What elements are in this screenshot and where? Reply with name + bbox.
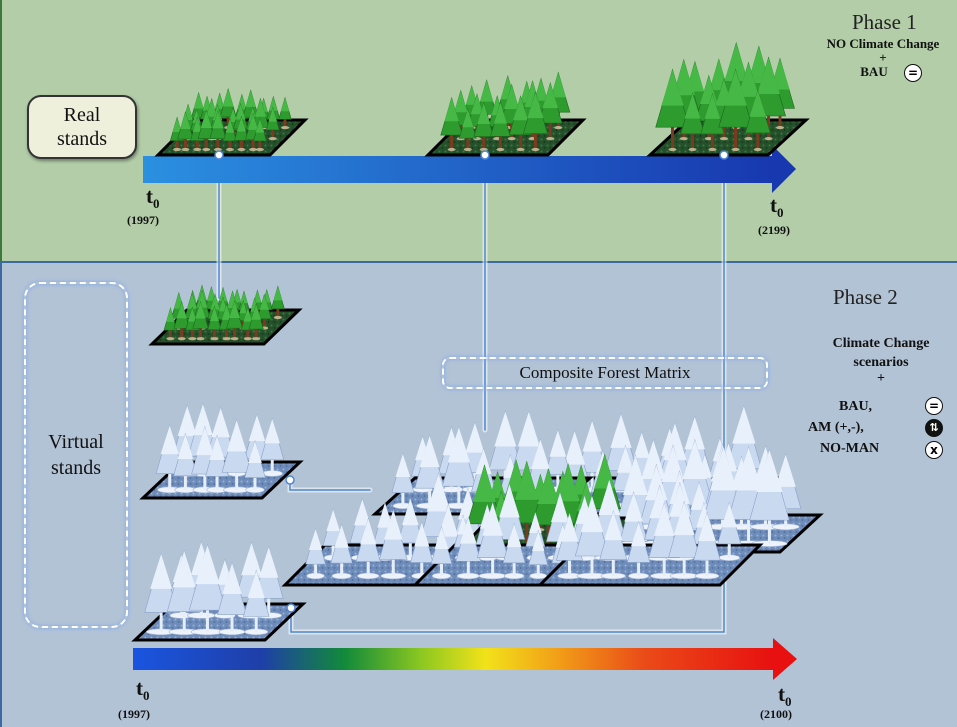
- phase1-t0-end: t0: [770, 193, 784, 221]
- t-label: t: [778, 682, 785, 706]
- t-sub: 0: [777, 205, 784, 221]
- real-stands-line1: Real: [63, 104, 101, 126]
- phase1-scenario-line: NO Climate Change: [826, 36, 940, 51]
- phase2-title: Phase 2: [833, 285, 898, 309]
- t-label: t: [770, 193, 777, 217]
- real-stands-label: Real stands: [27, 95, 137, 159]
- t-label: t: [136, 676, 143, 700]
- phase2-t0-start: t0: [136, 676, 150, 704]
- t-sub: 0: [785, 694, 792, 710]
- phase2-timeline-arrow: [133, 638, 797, 680]
- phase2-plus: +: [877, 371, 885, 386]
- t-sub: 0: [143, 688, 150, 704]
- virtual-stands-line1: Virtual: [48, 431, 104, 453]
- phase2-option-bau: BAU,: [839, 399, 873, 414]
- phase1-start-year: (1997): [127, 213, 159, 227]
- real-stand-mid-trees: [440, 71, 571, 152]
- real-stand-mature-trees: [655, 41, 795, 152]
- phase1-bau: BAU: [860, 64, 888, 79]
- cross-symbol-icon: x: [925, 441, 943, 459]
- updown-arrows-icon: ⇅: [925, 419, 943, 437]
- virtual-stand-lower-trees: [144, 540, 284, 636]
- virtual-stands-line2: stands: [50, 457, 101, 479]
- composite-forest-matrix-label: Composite Forest Matrix: [442, 357, 768, 389]
- phase2-scenario: Climate Change scenarios +: [806, 334, 956, 386]
- phase2-option-am: AM (+,-),: [808, 420, 864, 435]
- phase1-title: Phase 1: [852, 10, 917, 34]
- phase1-end-year: (2199): [758, 223, 790, 237]
- phase1-plus: +: [879, 50, 887, 65]
- phase2-scenario-line1: Climate Change: [832, 336, 930, 351]
- phase1-t0-start: t0: [146, 184, 160, 212]
- phase2-start-year: (1997): [118, 707, 150, 721]
- real-stand-young-trees: [169, 88, 292, 152]
- phase1-bau-row: BAU: [808, 64, 957, 80]
- phase2-option-noman: NO-MAN: [820, 441, 880, 456]
- virtual-reference-stand-trees: [163, 284, 285, 341]
- t-sub: 0: [153, 196, 160, 212]
- phase1-timeline-arrow: [143, 145, 796, 193]
- composite-cell-6-trees: [556, 478, 742, 580]
- equal-symbol-icon: =: [925, 397, 943, 415]
- connector-dots: [214, 150, 729, 613]
- phase1-scenario: NO Climate Change + BAU: [808, 36, 957, 80]
- equal-symbol-icon: =: [904, 64, 922, 82]
- phase2-t0-end: t0: [778, 682, 792, 710]
- t-label: t: [146, 184, 153, 208]
- phase2-scenario-line2: scenarios: [853, 355, 909, 370]
- virtual-stands-label: Virtual stands: [24, 282, 128, 628]
- connector-lines: [216, 152, 727, 635]
- composite-cell-2-trees: [616, 438, 802, 547]
- real-stands-line2: stands: [57, 128, 107, 150]
- virtual-stand-upper-trees: [155, 402, 285, 494]
- phase2-end-year: (2100): [760, 707, 792, 721]
